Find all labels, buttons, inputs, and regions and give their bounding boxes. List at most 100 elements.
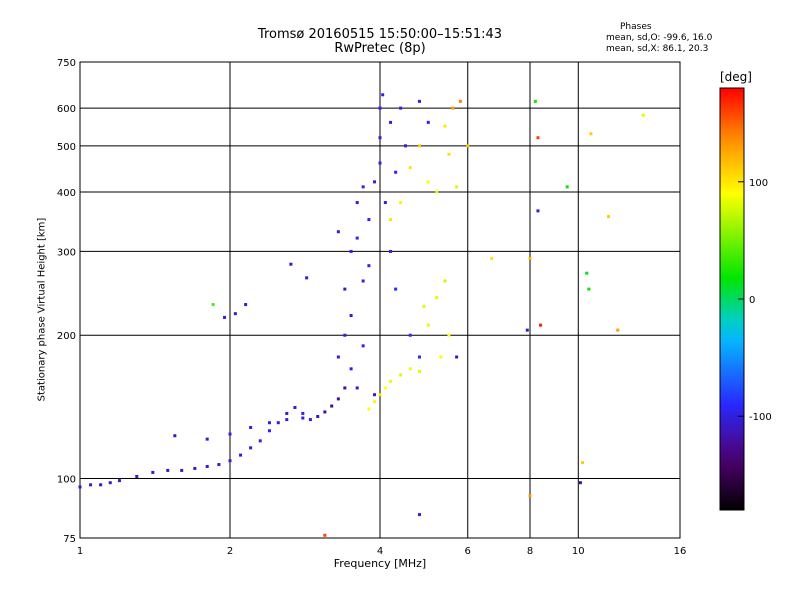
data-point	[301, 411, 305, 415]
data-point	[581, 461, 585, 465]
data-point	[378, 136, 382, 140]
x-tick-label: 2	[227, 546, 233, 557]
data-point	[408, 166, 412, 170]
data-point	[422, 304, 426, 308]
data-point	[343, 386, 347, 390]
data-point	[399, 373, 403, 377]
data-point	[389, 120, 393, 124]
x-tick-label: 6	[465, 546, 471, 557]
data-point	[525, 328, 529, 332]
data-point	[490, 256, 494, 260]
data-point	[349, 249, 353, 253]
data-point	[589, 132, 593, 136]
x-tick-label: 16	[674, 546, 687, 557]
data-point	[135, 474, 139, 478]
colorbar-unit-label: [deg]	[720, 70, 752, 84]
data-point	[293, 406, 297, 410]
data-point	[349, 314, 353, 318]
data-point	[244, 303, 248, 307]
data-point	[378, 393, 382, 397]
data-point	[417, 513, 421, 517]
data-point	[403, 144, 407, 148]
data-point	[343, 333, 347, 337]
data-point	[223, 315, 227, 319]
data-point	[373, 180, 377, 184]
data-point	[323, 533, 327, 537]
x-tick-label: 4	[377, 546, 383, 557]
data-point	[533, 99, 537, 103]
data-point	[336, 230, 340, 234]
data-point	[267, 429, 271, 433]
data-point	[565, 185, 569, 189]
data-point	[285, 418, 289, 422]
y-axis-label: Stationary phase Virtual Height [km]	[36, 217, 48, 402]
data-point	[394, 170, 398, 174]
data-point	[173, 434, 177, 438]
data-point	[447, 152, 451, 156]
data-point	[539, 323, 543, 327]
data-point	[305, 276, 309, 280]
data-point	[336, 355, 340, 359]
phases-annotation-x: mean, sd,X: 86.1, 20.3	[606, 44, 709, 54]
data-point	[193, 466, 197, 470]
data-point	[373, 400, 377, 404]
data-point	[336, 397, 340, 401]
data-point	[455, 355, 459, 359]
data-point	[443, 279, 447, 283]
y-tick-label: 750	[57, 58, 76, 69]
y-tick-label: 100	[57, 475, 76, 486]
colorbar-tick-label: -100	[749, 412, 772, 423]
data-point	[408, 333, 412, 337]
data-point	[417, 99, 421, 103]
y-tick-label: 75	[63, 534, 76, 545]
data-point	[108, 481, 112, 485]
phases-annotation-title: Phases	[620, 22, 652, 32]
data-point	[258, 439, 262, 443]
data-point	[205, 437, 209, 441]
data-point	[455, 185, 459, 189]
data-point	[361, 279, 365, 283]
data-point	[330, 404, 334, 408]
data-point	[585, 271, 589, 275]
data-point	[466, 144, 470, 148]
data-point	[435, 296, 439, 300]
data-point	[378, 106, 382, 110]
data-point	[301, 416, 305, 420]
data-point	[289, 262, 293, 266]
data-point	[399, 201, 403, 205]
data-point	[389, 379, 393, 383]
data-point	[417, 355, 421, 359]
y-tick-label: 300	[57, 247, 76, 258]
data-point	[308, 418, 312, 422]
data-point	[389, 249, 393, 253]
data-point	[323, 410, 327, 414]
data-point	[394, 287, 398, 291]
data-point	[355, 386, 359, 390]
data-point	[389, 218, 393, 222]
data-point	[205, 464, 209, 468]
data-point	[578, 481, 582, 485]
data-point	[276, 421, 280, 425]
data-point	[426, 180, 430, 184]
data-point	[607, 215, 611, 219]
data-point	[349, 367, 353, 371]
data-point	[536, 136, 540, 140]
data-point	[267, 421, 271, 425]
data-point	[528, 494, 532, 498]
data-point	[78, 485, 82, 489]
data-point	[373, 393, 377, 397]
data-point	[417, 369, 421, 373]
data-point	[383, 386, 387, 390]
chart-subtitle: RwPretec (8p)	[334, 41, 426, 56]
data-point	[616, 328, 620, 332]
data-point	[435, 190, 439, 194]
data-point	[383, 201, 387, 205]
data-point	[408, 367, 412, 371]
data-point	[536, 209, 540, 213]
data-point	[447, 333, 451, 337]
y-tick-label: 600	[57, 104, 76, 115]
data-point	[378, 161, 382, 165]
data-point	[458, 99, 462, 103]
data-point	[89, 483, 93, 487]
